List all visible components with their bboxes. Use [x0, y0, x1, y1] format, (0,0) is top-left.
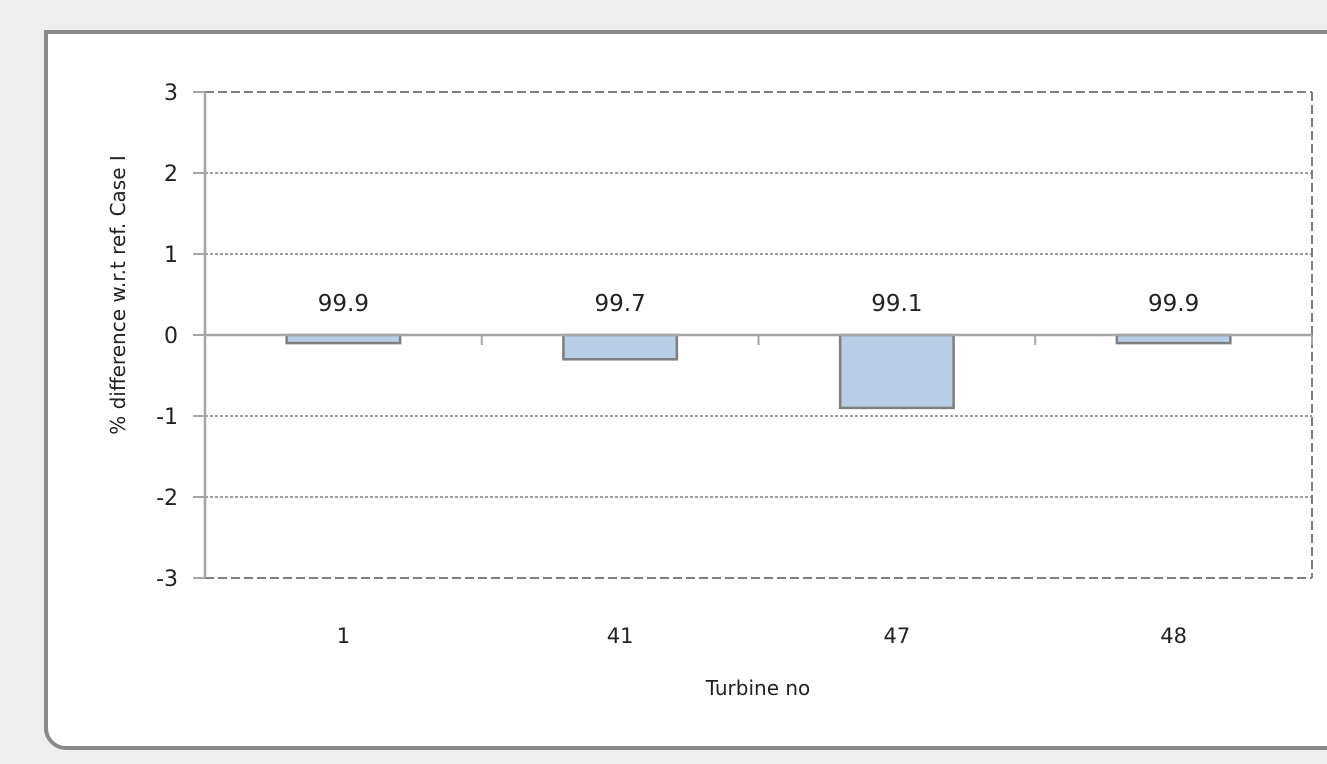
y-tick-label: 2 [164, 162, 178, 187]
x-tick-label: 1 [337, 624, 350, 648]
y-tick-label: -3 [156, 567, 178, 592]
x-tick-label: 41 [607, 624, 634, 648]
y-tick-label: 3 [164, 81, 178, 106]
y-tick-label: -2 [156, 486, 178, 511]
chart-frame [44, 30, 1327, 750]
axes [193, 91, 1313, 579]
bar [562, 333, 679, 361]
bar [838, 333, 955, 410]
labels: 3 2 1 0 -1 -2 -3 99.9 1 99.7 41 99.1 47 99.9 48 [156, 81, 1199, 648]
y-tick-label: 1 [164, 243, 178, 268]
data-label: 99.1 [871, 291, 922, 317]
x-axis-title: Turbine no [705, 676, 811, 700]
x-tick-label: 48 [1160, 624, 1187, 648]
data-label: 99.9 [318, 291, 369, 317]
y-axis-title: % difference w.r.t ref. Case I [106, 155, 130, 435]
y-tick-label: 0 [164, 324, 178, 349]
y-tick-label: -1 [156, 405, 178, 430]
data-label: 99.9 [1148, 291, 1199, 317]
x-tick-label: 47 [884, 624, 911, 648]
data-label: 99.7 [595, 291, 646, 317]
bars [285, 333, 1232, 410]
